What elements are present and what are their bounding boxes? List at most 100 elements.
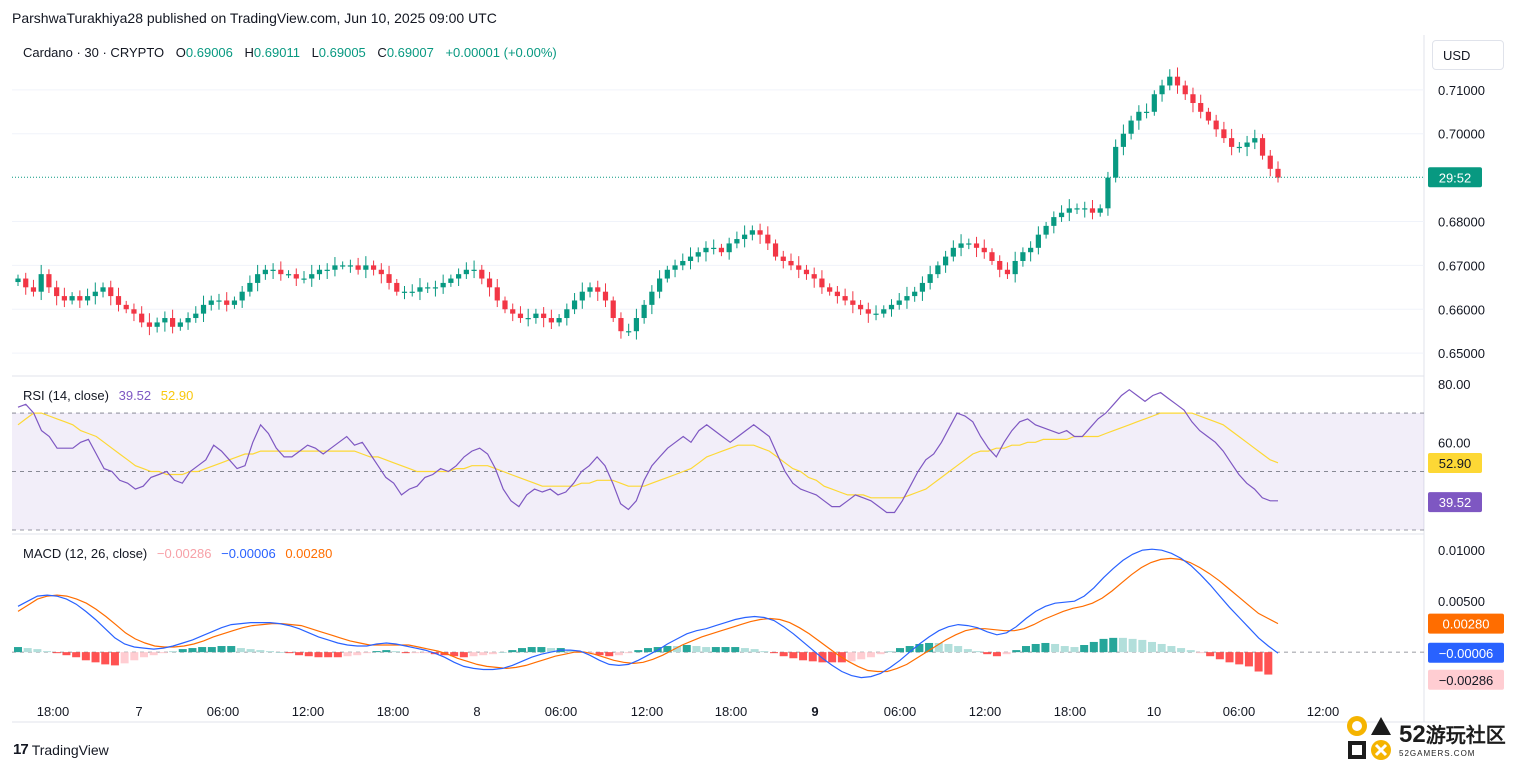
time-tick-label: 18:00 — [37, 704, 70, 719]
macd-histogram-bar — [866, 652, 875, 658]
macd-histogram-bar — [1089, 641, 1098, 653]
macd-histogram-bar — [1118, 637, 1127, 653]
candle-body — [602, 291, 609, 301]
candle-body — [1074, 208, 1080, 210]
macd-histogram-bar — [1070, 647, 1079, 653]
candle-body — [1012, 260, 1018, 275]
rsi-title[interactable]: RSI (14, close) — [23, 388, 109, 403]
candle-body — [46, 274, 52, 288]
macd-histogram-bar — [1225, 652, 1234, 663]
macd-histogram-bar — [750, 649, 759, 653]
candle-body — [1128, 120, 1134, 134]
macd-histogram-bar — [1177, 648, 1186, 653]
candle-body — [177, 322, 183, 327]
macd-histogram-bar — [847, 652, 856, 662]
macd-histogram-bar — [1157, 643, 1166, 653]
watermark: 52游玩社区 52GAMERS.COM — [1345, 708, 1520, 768]
currency-button[interactable]: USD — [1432, 40, 1504, 70]
macd-histogram-bar — [1060, 646, 1069, 653]
candle-body — [92, 291, 98, 297]
tradingview-brand: TradingView — [31, 741, 109, 758]
candle-body — [1082, 208, 1088, 210]
macd-histogram-bar — [130, 652, 139, 661]
symbol-label[interactable]: Cardano · 30 · CRYPTO — [23, 45, 165, 60]
candle-body — [1221, 129, 1227, 139]
candle-body — [1051, 217, 1057, 226]
candle-body — [1244, 142, 1250, 147]
candle-body — [827, 287, 833, 292]
time-tick-label: 06:00 — [545, 704, 578, 719]
candle-body — [1105, 177, 1111, 209]
macd-histogram-bar — [43, 651, 52, 653]
open-key: O — [175, 45, 186, 60]
time-tick-label: 7 — [135, 704, 142, 719]
candle-body — [1097, 208, 1103, 213]
candle-body — [139, 313, 145, 323]
macd-histogram-bar — [905, 646, 914, 653]
macd-histogram-bar — [1254, 652, 1263, 672]
macd-histogram-bar — [304, 652, 313, 657]
candle-body — [672, 265, 678, 270]
macd-histogram-bar — [33, 649, 42, 653]
candle-body — [525, 318, 531, 320]
candle-body — [301, 278, 307, 280]
candle-body — [479, 269, 485, 279]
macd-histogram-bar — [450, 652, 459, 657]
candle-body — [1182, 85, 1188, 95]
candle-body — [680, 260, 686, 266]
macd-histogram-bar — [770, 652, 778, 654]
countdown-tag-bg — [1428, 167, 1482, 188]
rsi-tag-bg — [1428, 492, 1482, 513]
rsi-ma-tag-bg — [1428, 453, 1482, 474]
macd-histogram-bar — [857, 652, 866, 660]
time-tick-label: 18:00 — [715, 704, 748, 719]
high-value: 0.69011 — [253, 45, 300, 60]
macd-histogram-bar — [52, 652, 61, 654]
macd-histogram-bar — [285, 652, 294, 654]
macd-histogram-bar — [644, 648, 652, 653]
candle-body — [1043, 225, 1049, 235]
macd-hist-tag: −0.00286 — [1439, 673, 1494, 688]
macd-histogram-bar — [799, 652, 808, 661]
macd-histogram-bar — [236, 648, 245, 653]
macd-histogram-bar — [382, 650, 391, 653]
candle-body — [881, 309, 887, 314]
candle-body — [757, 230, 763, 235]
price-tick-label: 0.68000 — [1438, 214, 1485, 229]
candle-body — [84, 296, 91, 301]
candle-body — [262, 269, 268, 275]
candle-body — [973, 243, 980, 248]
macd-histogram-bar — [711, 647, 720, 653]
price-tick-label: 0.65000 — [1438, 346, 1485, 361]
time-tick-label: 12:00 — [631, 704, 664, 719]
macd-histogram-bar — [488, 652, 497, 655]
candle-body — [1066, 208, 1072, 213]
candle-body — [123, 304, 129, 310]
candle-body — [997, 260, 1003, 270]
rsi-tick-label: 80.00 — [1438, 377, 1471, 392]
candle-body — [1120, 133, 1126, 147]
candle-body — [108, 287, 114, 297]
candle-body — [1275, 168, 1281, 178]
candle-body — [649, 291, 655, 305]
macd-histogram-bar — [343, 652, 352, 657]
candle-body — [641, 304, 647, 319]
candle-body — [1267, 155, 1273, 169]
candle-body — [587, 287, 593, 292]
low-key: L — [311, 45, 319, 60]
macd-histogram-bar — [1022, 646, 1030, 653]
tradingview-logo[interactable]: 17 TradingView — [13, 741, 109, 758]
candle-body — [216, 300, 222, 302]
candle-body — [23, 278, 29, 288]
macd-title[interactable]: MACD (12, 26, close) — [23, 546, 148, 561]
macd-histogram-bar — [663, 646, 672, 653]
candle-body — [873, 313, 879, 315]
candle-body — [278, 269, 284, 275]
macd-histogram-bar — [178, 649, 187, 653]
macd-value: −0.00006 — [221, 546, 276, 561]
close-key: C — [377, 45, 387, 60]
watermark-number: 52 — [1399, 720, 1426, 748]
macd-histogram-bar — [14, 647, 22, 653]
candle-body — [742, 234, 748, 240]
